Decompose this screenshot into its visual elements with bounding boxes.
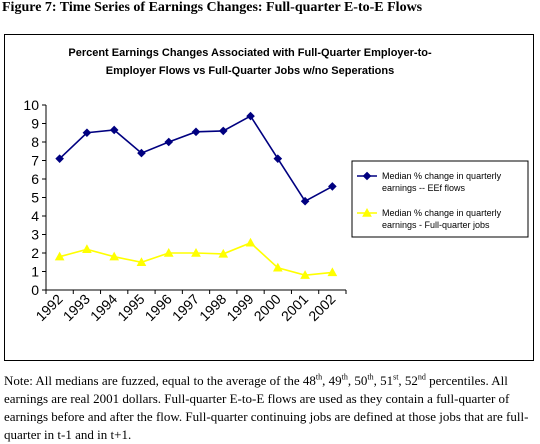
data-point-triangle — [272, 262, 283, 272]
data-point-diamond — [55, 154, 64, 163]
data-point-triangle — [362, 207, 372, 217]
x-tick-label: 1996 — [142, 291, 175, 324]
figure-title: Figure 7: Time Series of Earnings Change… — [2, 0, 423, 15]
y-tick-label: 9 — [31, 116, 39, 132]
x-tick-label: 1997 — [169, 291, 202, 324]
legend-label-line-1: Median % change in quarterly — [382, 171, 502, 181]
data-point-diamond — [246, 111, 255, 121]
data-point-triangle — [109, 251, 120, 261]
data-point-triangle — [163, 247, 174, 257]
note-text-5: , 52 — [398, 373, 418, 388]
data-point-diamond — [362, 171, 372, 181]
chart-title-line-1: Percent Earnings Changes Associated with… — [68, 47, 432, 59]
data-point-diamond — [273, 154, 283, 163]
series-line-2 — [59, 241, 333, 277]
note-text-3: , 50 — [347, 373, 368, 388]
figure-note: Note: All medians are fuzzed, equal to t… — [4, 372, 536, 444]
data-point-diamond — [82, 128, 92, 138]
data-point-triangle — [136, 257, 147, 266]
y-tick-label: 5 — [31, 190, 39, 206]
data-point-diamond — [109, 125, 119, 135]
data-point-triangle — [191, 247, 201, 257]
data-point-triangle — [218, 248, 229, 258]
x-tick-label: 2002 — [305, 291, 338, 324]
data-point-triangle — [245, 237, 256, 247]
data-point-diamond — [300, 196, 310, 206]
note-sup-2: th — [341, 372, 348, 382]
legend-label-line-2: earnings - Full-quarter jobs — [382, 220, 490, 230]
x-tick-label: 2000 — [251, 291, 284, 324]
data-point-diamond — [191, 127, 201, 137]
legend-box — [351, 160, 529, 238]
x-tick-label: 1993 — [60, 291, 93, 324]
legend-label-line-1: Median % change in quarterly — [382, 208, 502, 218]
y-tick-label: 10 — [23, 97, 39, 113]
data-point-diamond — [137, 148, 146, 158]
x-tick-label: 2001 — [278, 291, 311, 324]
chart-legend: Median % change in quarterly earnings -- … — [351, 160, 529, 238]
y-tick-label: 2 — [31, 245, 39, 261]
note-text-6: percentiles. All earnings are real 2001 … — [4, 373, 529, 442]
chart-title-line-2: Employer Flows vs Full-Quarter Jobs w/no… — [105, 65, 395, 77]
note-text-2: , 49 — [322, 373, 342, 388]
x-tick-label: 1999 — [223, 291, 256, 324]
x-tick-label: 1994 — [87, 291, 120, 324]
legend-label-line-2: earnings -- EEf flows — [382, 183, 466, 193]
y-tick-label: 4 — [31, 208, 39, 224]
y-tick-label: 1 — [31, 264, 39, 280]
chart-title: Percent Earnings Changes Associated with… — [40, 44, 460, 80]
note-text-1: Note: All medians are fuzzed, equal to t… — [4, 373, 316, 388]
y-tick-label: 6 — [31, 171, 39, 187]
chart-series — [54, 111, 338, 279]
x-tick-label: 1995 — [114, 291, 147, 324]
data-point-triangle — [54, 251, 65, 261]
data-point-triangle — [82, 244, 92, 253]
data-point-triangle — [327, 267, 338, 277]
data-point-diamond — [328, 182, 337, 191]
data-point-triangle — [300, 270, 310, 279]
y-tick-label: 3 — [31, 227, 39, 243]
x-tick-label: 1998 — [196, 291, 229, 324]
data-point-diamond — [218, 126, 228, 136]
note-text-4: , 51 — [373, 373, 394, 388]
chart-axes: 0123456789101992199319941995199619971998… — [23, 97, 347, 324]
y-tick-label: 0 — [31, 282, 39, 298]
y-tick-label: 8 — [31, 134, 39, 150]
data-point-diamond — [164, 137, 174, 147]
y-tick-label: 7 — [31, 153, 39, 169]
note-sup-5: nd — [417, 372, 426, 382]
note-sup-1: th — [315, 372, 323, 382]
note-sup-4: st — [393, 372, 399, 382]
note-sup-3: th — [367, 372, 374, 382]
